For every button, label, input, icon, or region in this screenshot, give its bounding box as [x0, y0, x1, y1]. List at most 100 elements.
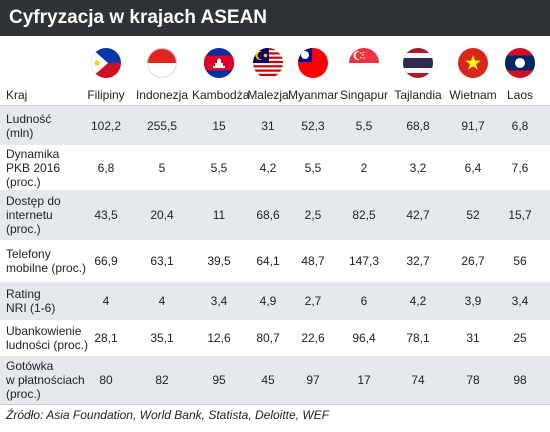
table-cell: 11: [212, 208, 226, 222]
table-cell: 22,6: [301, 331, 325, 345]
cambodia-flag-icon: [204, 48, 234, 78]
table-cell: 32,7: [406, 254, 430, 268]
table-cell: 4,9: [259, 294, 277, 308]
table-row: Dynamika PKB 2016 (proc.) 6,8 5 5,5 4,2 5,5 2 3,2…: [0, 145, 550, 190]
table-cell: 82,5: [352, 208, 376, 222]
row-label-line: Telefony: [6, 247, 51, 261]
table-cell: 4,2: [409, 294, 427, 308]
table-cell: 20,4: [150, 208, 174, 222]
row-label-line: Rating: [6, 287, 41, 301]
row-label-line: (proc.): [6, 222, 41, 236]
table-cell: 95: [212, 373, 226, 387]
header-divider: [0, 105, 550, 106]
table-cell: 102,2: [90, 119, 122, 133]
table-cell: 52,3: [301, 119, 325, 133]
row-label-line: Dostęp do: [6, 194, 61, 208]
singapore-flag-icon: [349, 48, 379, 78]
column-header-kraj: Kraj: [6, 88, 28, 102]
laos-flag-icon: [505, 48, 535, 78]
table-row: Dostęp do internetu (proc.) 43,5 20,4 11 68,6 2…: [0, 190, 550, 240]
table-cell: 5,5: [210, 161, 228, 175]
table-cell: 6: [360, 294, 368, 308]
row-label: Telefony mobilne (proc.): [6, 247, 86, 275]
table-cell: 68,8: [406, 119, 430, 133]
indonesia-flag-icon: [147, 48, 177, 78]
table-cell: 17: [357, 373, 371, 387]
row-label-line: Ludność: [6, 112, 52, 126]
row-label-line: (mln): [6, 126, 34, 140]
row-label-line: Dynamika: [6, 147, 60, 161]
table-cell: 39,5: [207, 254, 231, 268]
table-cell: 43,5: [94, 208, 118, 222]
table-cell: 74: [411, 373, 425, 387]
table-cell: 26,7: [461, 254, 485, 268]
row-label-line: (proc.): [6, 387, 41, 401]
column-header-country: Tajlandia: [394, 88, 442, 102]
source-note: Źródło: Asia Foundation, World Bank, Sta…: [6, 408, 330, 422]
table-cell: 64,1: [256, 254, 280, 268]
row-label: Rating NRI (1-6): [6, 287, 55, 315]
table-cell: 5,5: [304, 161, 322, 175]
table-cell: 6,8: [511, 119, 529, 133]
table-cell: 4,2: [259, 161, 277, 175]
table-cell: 80,7: [256, 331, 280, 345]
column-header-country: Kambodża: [192, 88, 250, 102]
table-cell: 31: [261, 119, 275, 133]
table-row: Ludność (mln) 102,2 255,5 15 31 52,3 5,5 68,8 91,…: [0, 106, 550, 145]
column-header-country: Laos: [506, 88, 534, 102]
row-label-line: w płatnościach: [6, 373, 85, 387]
table-cell: 147,3: [348, 254, 380, 268]
table-cell: 15,7: [508, 208, 532, 222]
row-label: Gotówka w płatnościach (proc.): [6, 359, 85, 401]
page-title: Cyfryzacja w krajach ASEAN: [0, 0, 550, 36]
row-label-line: (proc.): [6, 175, 41, 189]
table-cell: 4: [102, 294, 110, 308]
row-label: Ubankowienie ludności (proc.): [6, 324, 88, 352]
table-cell: 7,6: [511, 161, 529, 175]
table-row: Gotówka w płatnościach (proc.) 80 82 95 45 97 17…: [0, 356, 550, 404]
philippines-flag-icon: [91, 48, 121, 78]
row-label: Dostęp do internetu (proc.): [6, 194, 61, 236]
table-cell: 42,7: [406, 208, 430, 222]
row-label: Dynamika PKB 2016 (proc.): [6, 147, 60, 189]
table-cell: 98: [513, 373, 527, 387]
row-label-line: Gotówka: [6, 359, 54, 373]
table-cell: 31: [466, 331, 480, 345]
row-label-line: mobilne (proc.): [6, 261, 87, 275]
table-cell: 3,9: [464, 294, 482, 308]
row-label-line: internetu: [6, 208, 53, 222]
table-cell: 4: [158, 294, 166, 308]
table-row: Ubankowienie ludności (proc.) 28,1 35,1 12,6…: [0, 320, 550, 356]
table-cell: 15: [212, 119, 226, 133]
row-label: Ludność (mln): [6, 112, 51, 140]
table-cell: 5,5: [355, 119, 373, 133]
table-cell: 82: [155, 373, 169, 387]
table-cell: 12,6: [207, 331, 231, 345]
table-cell: 6,8: [97, 161, 115, 175]
table-cell: 35,1: [150, 331, 174, 345]
table-cell: 6,4: [464, 161, 482, 175]
table-bottom-divider: [0, 404, 550, 405]
table-cell: 45: [261, 373, 275, 387]
column-header-country: Malezja: [247, 88, 289, 102]
row-label-line: Ubankowienie: [6, 324, 82, 338]
myanmar-flag-icon: [298, 48, 328, 78]
table-cell: 3,4: [511, 294, 529, 308]
vietnam-flag-icon: [458, 48, 488, 78]
table-cell: 68,6: [256, 208, 280, 222]
row-label-line: ludności (proc.): [6, 338, 89, 352]
table-cell: 96,4: [352, 331, 376, 345]
table-cell: 78: [466, 373, 480, 387]
thailand-flag-icon: [403, 48, 433, 78]
row-label-line: PKB 2016: [6, 161, 61, 175]
table-cell: 3,4: [210, 294, 228, 308]
column-header-country: Myanmar: [287, 88, 338, 102]
table-cell: 25: [513, 331, 527, 345]
row-label-line: NRI (1-6): [6, 301, 56, 315]
malaysia-flag-icon: [253, 48, 283, 78]
table-cell: 2,5: [304, 208, 322, 222]
table-cell: 2: [360, 161, 368, 175]
column-header-country: Wietnam: [449, 88, 497, 102]
table-cell: 63,1: [150, 254, 174, 268]
table-cell: 48,7: [301, 254, 325, 268]
